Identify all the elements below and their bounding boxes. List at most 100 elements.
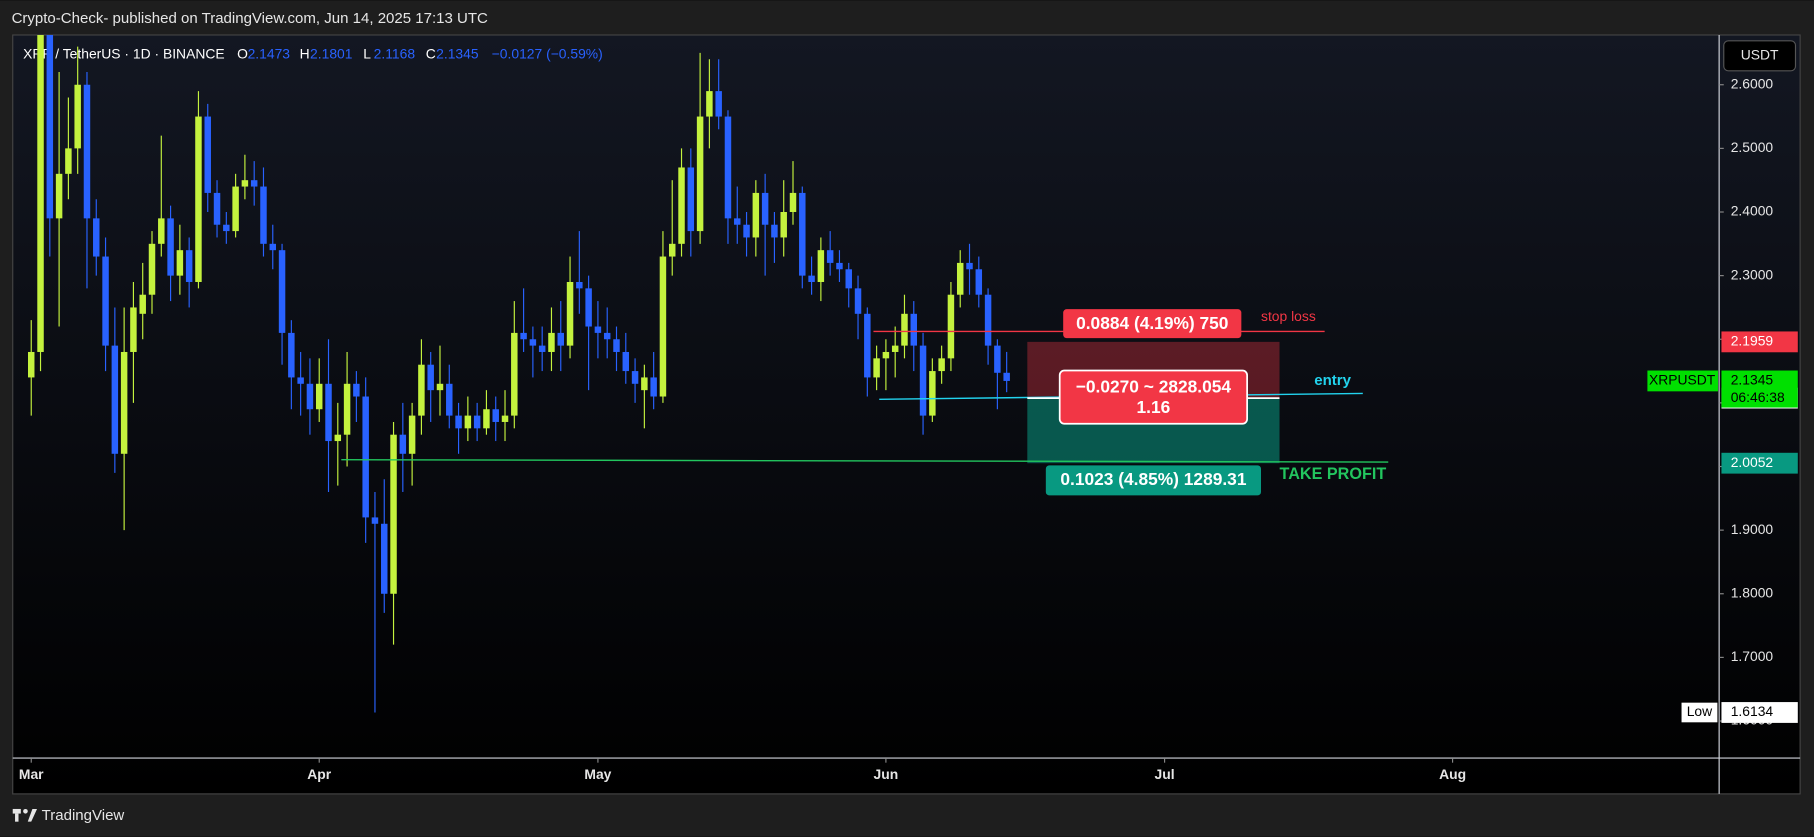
currency-button[interactable]	[1723, 40, 1797, 72]
currency-label[interactable]: USDT	[1741, 46, 1779, 62]
candle-body	[910, 313, 918, 346]
candle-body	[269, 243, 277, 251]
candle-body	[771, 224, 778, 238]
candle-body	[715, 91, 722, 117]
candle-body	[808, 275, 815, 282]
low-label: Low	[1687, 703, 1713, 719]
candle-body	[761, 192, 769, 225]
candle-body	[631, 371, 639, 384]
candle-body	[882, 351, 890, 359]
ohlc-value: 2.1345	[436, 45, 479, 61]
candle-body	[371, 517, 379, 524]
candle-body	[929, 371, 936, 416]
candle-body	[399, 434, 407, 454]
stop-text: stop loss	[1261, 308, 1316, 324]
stop-tag-box	[1721, 331, 1798, 353]
candle-body	[148, 243, 156, 295]
candle-body	[1003, 372, 1010, 381]
candle-body	[845, 269, 852, 289]
candle-body	[576, 281, 583, 289]
candle-body	[306, 383, 314, 410]
candle-body	[334, 434, 342, 442]
candle-body	[408, 415, 416, 454]
candle-body	[278, 250, 286, 333]
candle-body	[362, 396, 369, 518]
candle-body	[139, 294, 146, 314]
candle-body	[204, 116, 211, 193]
candle-body	[455, 415, 462, 429]
candle-body	[826, 250, 834, 263]
candle-body	[780, 212, 787, 238]
x-tick-label: Jul	[1155, 766, 1175, 782]
candle-body	[185, 250, 193, 282]
candle-body	[27, 351, 35, 378]
candle-body	[891, 345, 899, 352]
candle-body	[158, 218, 165, 244]
ticker: XRPUSDT	[1649, 372, 1716, 388]
x-tick-label: May	[584, 766, 611, 782]
ohlc-letter: L	[363, 45, 371, 61]
x-tick-label: Jun	[874, 766, 899, 782]
candle-body	[93, 218, 100, 257]
candle-body	[464, 415, 472, 429]
ohlc-letter: O	[237, 45, 248, 61]
last-price-box	[1721, 370, 1798, 408]
candle-body	[74, 84, 81, 149]
candle-body	[687, 167, 695, 232]
ohlc-letter: C	[426, 45, 436, 61]
target-line	[341, 459, 1389, 463]
candle-body	[130, 307, 137, 352]
candle-body	[315, 383, 323, 410]
y-tick-label: 2.6000	[1731, 75, 1774, 91]
x-tick-label: Apr	[307, 766, 331, 782]
y-tick-label: 2.5000	[1731, 139, 1774, 155]
footer-brand: TradingView	[42, 807, 125, 824]
change-value: −0.0127 (−0.59%)	[492, 45, 603, 61]
candle-body	[901, 313, 908, 346]
candle-body	[381, 523, 388, 594]
footer-logo	[12, 808, 38, 822]
candle-body	[213, 192, 221, 225]
candle-body	[836, 262, 843, 270]
reward-label: 0.1023 (4.85%) 1289.31	[1060, 469, 1246, 489]
candle-body	[111, 345, 119, 454]
candle-body	[854, 288, 862, 314]
overlay: 1.60001.70001.80001.90002.00002.10002.20…	[19, 45, 1798, 782]
candle-body	[966, 262, 973, 270]
candle-body	[956, 262, 964, 295]
risk-box	[1063, 309, 1242, 339]
candle-body	[919, 345, 927, 416]
candle-body	[176, 250, 184, 276]
candle-body	[585, 288, 592, 327]
x-tick-label: Aug	[1439, 766, 1466, 782]
last-price: 2.1345	[1731, 372, 1774, 388]
candle-body	[613, 339, 620, 352]
low-label-box	[1680, 701, 1719, 724]
candle-body	[752, 192, 760, 238]
candle-body	[622, 351, 630, 372]
chart-frame	[12, 34, 1801, 795]
candle-body	[557, 332, 564, 346]
low-value: 1.6134	[1731, 703, 1774, 719]
candle-body	[734, 218, 741, 225]
y-tick-label: 1.7000	[1731, 648, 1774, 664]
candle-body	[427, 364, 434, 391]
candle-body	[241, 180, 249, 187]
candle-body	[120, 351, 128, 454]
candle-body	[288, 332, 295, 378]
candle-body	[864, 313, 871, 378]
candle-body	[501, 415, 509, 422]
candle-body	[994, 345, 1001, 373]
target-tag-box	[1721, 452, 1798, 474]
ohlc-value: 2.1168	[374, 45, 416, 61]
candle-body	[538, 345, 546, 352]
candle-body	[529, 339, 537, 346]
ohlc-letter: H	[300, 45, 310, 61]
candle-body	[947, 294, 955, 359]
candle-body	[594, 326, 602, 333]
candle-body	[724, 116, 732, 219]
candle-body	[817, 250, 825, 282]
plot-area	[27, 34, 1389, 713]
y-tick-label: 1.8000	[1731, 584, 1774, 600]
